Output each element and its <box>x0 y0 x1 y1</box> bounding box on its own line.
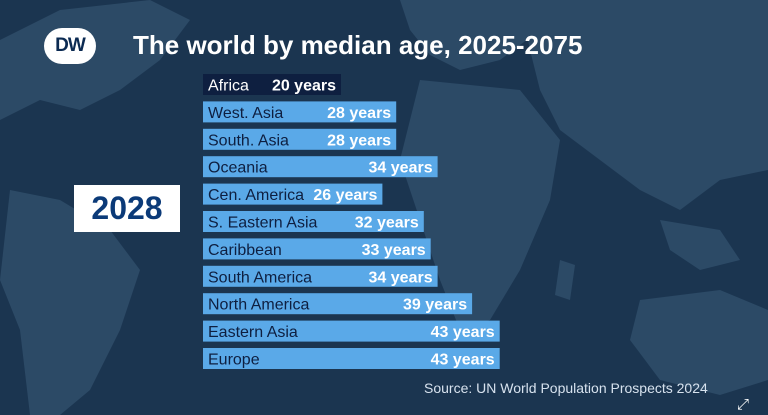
value-label: 28 years <box>327 105 391 122</box>
value-label: 20 years <box>272 78 336 95</box>
bar-south-asia <box>203 128 397 150</box>
value-label: 32 years <box>355 215 419 232</box>
value-label: 43 years <box>431 352 495 369</box>
north-america-shape <box>0 0 190 120</box>
category-label: Caribbean <box>208 242 282 259</box>
south-america-shape <box>0 190 140 415</box>
category-label: Eastern Asia <box>208 324 298 341</box>
dw-logo: DW <box>44 28 96 64</box>
category-label: North America <box>208 297 309 314</box>
category-label: Oceania <box>208 160 268 177</box>
year-badge: 2028 <box>74 185 180 232</box>
category-label: West. Asia <box>208 105 283 122</box>
southeast-asia-shape <box>660 220 740 270</box>
bar-caribbean <box>203 238 431 260</box>
bar-eastern-asia <box>203 320 500 342</box>
africa-shape <box>400 80 560 330</box>
category-label: Africa <box>208 78 249 95</box>
europe-shape <box>400 0 540 70</box>
bar-africa <box>203 74 341 95</box>
bar-south-america <box>203 265 438 287</box>
value-label: 34 years <box>369 160 433 177</box>
value-label: 33 years <box>362 242 426 259</box>
madagascar-shape <box>555 260 575 300</box>
value-label: 34 years <box>369 269 433 286</box>
value-label: 39 years <box>403 297 467 314</box>
category-label: S. Eastern Asia <box>208 215 317 232</box>
logo-text: DW <box>55 35 86 56</box>
bar-oceania <box>203 156 438 178</box>
asia-shape <box>520 0 768 210</box>
australia-shape <box>630 290 768 395</box>
bar-europe <box>203 348 500 369</box>
bar-north-america <box>203 293 473 315</box>
bar-west-asia <box>203 101 397 123</box>
bar-s-eastern-asia <box>203 211 424 232</box>
category-label: Cen. America <box>208 187 304 204</box>
value-label: 26 years <box>313 187 377 204</box>
bar-cen-america <box>203 183 383 205</box>
category-label: Europe <box>208 352 260 369</box>
fullscreen-icon[interactable]: ⤢ <box>736 396 749 413</box>
value-label: 43 years <box>431 324 495 341</box>
value-label: 28 years <box>327 132 391 149</box>
category-label: South America <box>208 269 312 286</box>
source-note: Source: UN World Population Prospects 20… <box>424 380 708 396</box>
category-label: South. Asia <box>208 132 289 149</box>
chart-title: The world by median age, 2025-2075 <box>133 30 583 60</box>
